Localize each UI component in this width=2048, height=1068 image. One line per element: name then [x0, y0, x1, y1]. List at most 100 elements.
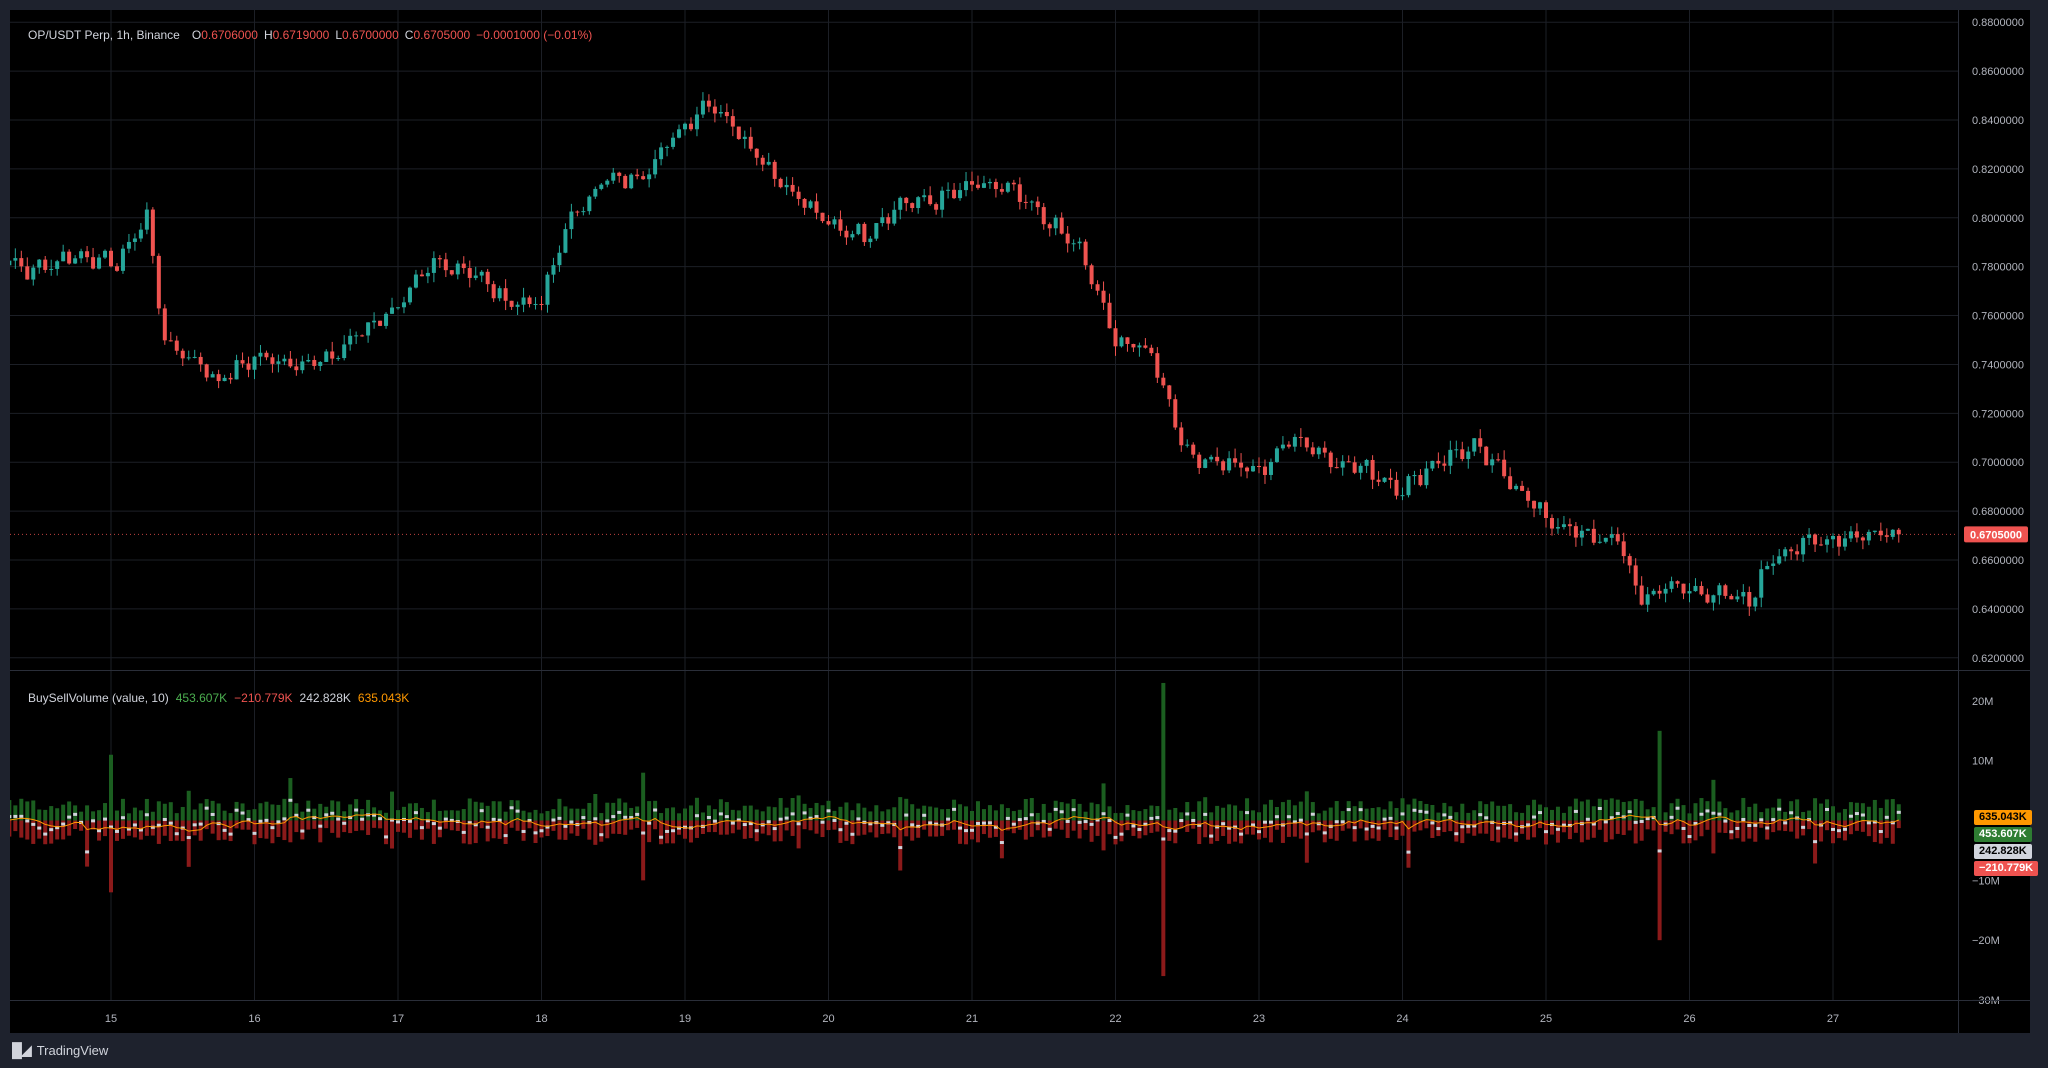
sell-volume-bar: [563, 820, 568, 840]
candle-body: [1603, 537, 1608, 542]
sell-volume-bar: [1310, 820, 1315, 833]
candle-body: [946, 189, 951, 191]
delta-marker: [1813, 840, 1818, 844]
candle-body: [437, 258, 442, 260]
delta-marker: [1095, 818, 1100, 822]
candle-body: [958, 190, 963, 199]
high-value: 0.6719000: [272, 28, 330, 42]
delta-marker: [437, 826, 442, 830]
delta-marker: [1872, 820, 1877, 824]
sell-volume-bar: [605, 820, 610, 839]
delta-marker: [1245, 811, 1250, 815]
delta-marker: [928, 821, 933, 825]
delta-marker: [1107, 819, 1112, 823]
buy-volume-bar: [587, 802, 592, 821]
buy-volume-bar: [437, 810, 442, 821]
price-tick-label: 0.7400000: [1972, 359, 2024, 371]
delta-marker: [975, 821, 980, 825]
sell-volume-bar: [1723, 820, 1728, 833]
symbol-legend[interactable]: OP/USDT Perp, 1h, Binance O0.6706000 H0.…: [28, 28, 592, 42]
sell-volume-bar: [306, 820, 311, 830]
delta-marker: [1532, 815, 1537, 819]
tradingview-logo[interactable]: █◢ TradingView: [12, 1042, 108, 1059]
delta-marker: [138, 828, 143, 832]
sell-volume-bar: [730, 820, 735, 834]
candle-body: [31, 267, 36, 280]
sell-volume-bar: [1711, 820, 1716, 854]
sell-volume-bar: [1292, 820, 1297, 837]
delta-marker: [1161, 837, 1166, 841]
buy-volume-bar: [461, 809, 466, 821]
buy-volume-bar: [868, 811, 873, 821]
sell-volume-bar: [1657, 820, 1662, 941]
indicator-legend[interactable]: BuySellVolume (value, 10) 453.607K −210.…: [28, 691, 409, 705]
sell-volume-bar: [1197, 820, 1202, 845]
sell-volume-bar: [599, 820, 604, 842]
candle-body: [1059, 217, 1064, 234]
candle-body: [1627, 556, 1632, 566]
delta-marker: [342, 821, 347, 825]
buy-volume-bar: [999, 804, 1004, 821]
sell-volume-bar: [1155, 820, 1160, 832]
candle-body: [360, 335, 365, 337]
delta-marker: [13, 814, 18, 818]
buy-volume-bar: [1514, 812, 1519, 821]
symbol-title[interactable]: OP/USDT Perp, 1h, Binance: [28, 28, 180, 42]
sell-volume-bar: [509, 820, 514, 828]
indicator-buy-value: 453.607K: [175, 691, 228, 705]
candle-body: [1023, 201, 1028, 203]
buy-volume-bar: [55, 808, 60, 821]
buy-volume-bar: [1376, 807, 1381, 821]
chart-canvas[interactable]: 0.8800000 0.8600000 0.8400000 0.8200000 0.80…: [10, 10, 2030, 1033]
delta-marker: [599, 833, 604, 837]
delta-marker: [1573, 809, 1578, 813]
delta-marker: [790, 812, 795, 816]
time-tick-label: 24: [1396, 1013, 1408, 1025]
candle-body: [348, 335, 353, 345]
candle-body: [234, 360, 239, 380]
candle-body: [109, 250, 113, 267]
candle-body: [318, 361, 323, 366]
delta-marker: [659, 835, 664, 839]
candle-body: [1801, 537, 1806, 555]
delta-marker: [1352, 826, 1357, 830]
delta-marker: [1555, 827, 1560, 831]
buy-volume-bar: [396, 810, 400, 821]
delta-marker: [1633, 820, 1638, 824]
candle-body: [724, 111, 729, 117]
sell-volume-bar: [210, 820, 215, 834]
buy-volume-bar: [1233, 805, 1238, 821]
delta-marker: [1484, 816, 1489, 820]
delta-marker: [958, 826, 963, 830]
chart-frame[interactable]: 0.8800000 0.8600000 0.8400000 0.8200000 0.80…: [10, 10, 2039, 1033]
delta-marker: [162, 817, 167, 821]
sell-volume-bar: [19, 820, 24, 838]
delta-marker: [1286, 815, 1291, 819]
delta-marker: [1077, 820, 1082, 824]
candle-body: [25, 266, 30, 280]
candle-body: [521, 297, 526, 305]
buy-volume-bar: [1860, 803, 1865, 821]
candle-body: [1376, 479, 1381, 482]
buy-volume-bar: [222, 810, 227, 821]
candle-body: [1538, 502, 1543, 509]
indicator-sell-value: −210.779K: [234, 691, 293, 705]
sell-volume-bar: [1741, 820, 1746, 842]
indicator-name[interactable]: BuySellVolume (value, 10): [28, 691, 169, 705]
time-tick-label: 25: [1540, 1013, 1552, 1025]
sell-volume-bar: [778, 820, 783, 842]
delta-marker: [413, 811, 418, 815]
price-tick-label: 0.8200000: [1972, 164, 2024, 176]
candle-body: [180, 350, 185, 359]
sell-volume-bar: [1268, 820, 1273, 843]
delta-marker: [647, 821, 652, 825]
delta-marker: [1185, 812, 1190, 816]
candle-body: [1412, 474, 1417, 477]
buy-volume-bar: [455, 810, 460, 821]
sell-volume-bar: [1412, 820, 1417, 832]
delta-marker: [270, 826, 275, 830]
sell-volume-bar: [868, 820, 873, 833]
buy-volume-bar: [1185, 802, 1190, 821]
sell-volume-bar: [880, 820, 885, 835]
delta-marker: [103, 817, 108, 821]
